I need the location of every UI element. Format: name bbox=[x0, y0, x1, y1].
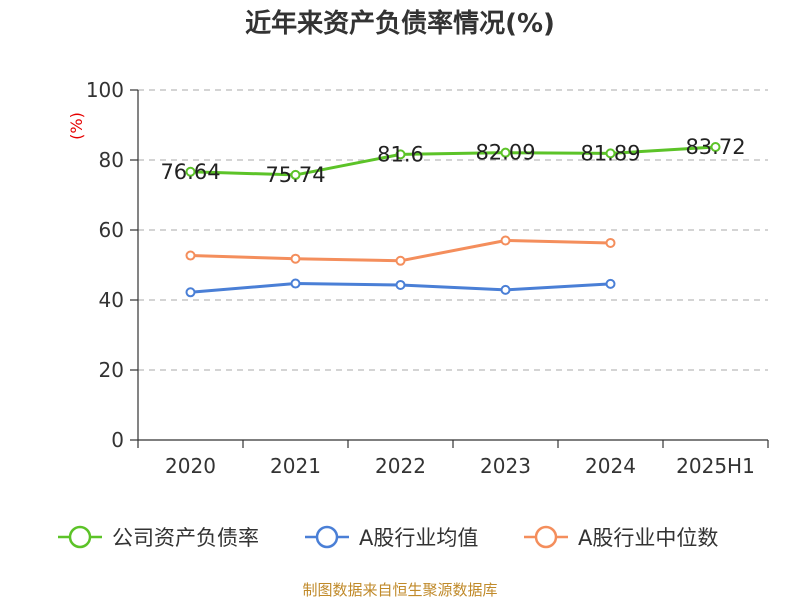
x-tick-label: 2022 bbox=[375, 454, 426, 478]
grid-lines bbox=[138, 89, 768, 371]
x-tick-label: 2025H1 bbox=[676, 454, 755, 478]
x-tick-labels: 2020 2021 2022 2023 2024 2025H1 bbox=[165, 454, 755, 478]
legend-marker bbox=[68, 525, 92, 549]
y-tick-label: 40 bbox=[99, 288, 124, 312]
chart-title: 近年来资产负债率情况(%) bbox=[245, 8, 555, 39]
data-point bbox=[605, 278, 616, 289]
legend-label: A股行业均值 bbox=[359, 526, 478, 550]
axes bbox=[130, 89, 769, 448]
y-tick-label: 80 bbox=[99, 148, 124, 172]
data-point bbox=[710, 141, 721, 152]
series-1 bbox=[185, 278, 616, 298]
legend-marker bbox=[534, 525, 558, 549]
data-point bbox=[290, 253, 301, 264]
x-tick-label: 2024 bbox=[585, 454, 636, 478]
source-note: 制图数据来自恒生聚源数据库 bbox=[302, 581, 497, 599]
data-point bbox=[500, 235, 511, 246]
y-tick-label: 0 bbox=[111, 428, 124, 452]
data-point bbox=[605, 148, 616, 159]
series-lines bbox=[185, 141, 721, 298]
data-point bbox=[185, 166, 196, 177]
data-label: 81.6 bbox=[377, 142, 424, 166]
x-tick-label: 2021 bbox=[270, 454, 321, 478]
data-point bbox=[185, 287, 196, 298]
data-point bbox=[290, 169, 301, 180]
data-point bbox=[395, 149, 406, 160]
x-tick-label: 2020 bbox=[165, 454, 216, 478]
legend: 公司资产负债率 A股行业均值 A股行业中位数 bbox=[58, 525, 718, 550]
legend-label: 公司资产负债率 bbox=[112, 526, 259, 550]
data-label: 81.89 bbox=[580, 141, 640, 165]
data-label: 83.72 bbox=[685, 135, 745, 159]
data-point bbox=[395, 279, 406, 290]
legend-item-0: 公司资产负债率 bbox=[58, 525, 259, 550]
data-point bbox=[500, 147, 511, 158]
legend-item-1: A股行业均值 bbox=[305, 525, 478, 550]
x-tick-label: 2023 bbox=[480, 454, 531, 478]
data-point bbox=[605, 237, 616, 248]
data-point bbox=[290, 278, 301, 289]
y-axis-unit: (%) bbox=[67, 112, 86, 140]
y-tick-label: 20 bbox=[99, 358, 124, 382]
legend-marker bbox=[315, 525, 339, 549]
data-label: 75.74 bbox=[265, 163, 325, 187]
y-tick-labels: 0 20 40 60 80 100 bbox=[86, 78, 124, 452]
data-point bbox=[395, 255, 406, 266]
series-2 bbox=[185, 235, 616, 266]
legend-item-2: A股行业中位数 bbox=[524, 525, 718, 550]
legend-label: A股行业中位数 bbox=[578, 526, 718, 550]
y-tick-label: 100 bbox=[86, 78, 124, 102]
data-label: 82.09 bbox=[475, 141, 535, 165]
data-label: 76.64 bbox=[160, 160, 220, 184]
data-labels: 76.64 75.74 81.6 82.09 81.89 83.72 bbox=[160, 135, 745, 187]
data-point bbox=[185, 250, 196, 261]
data-point bbox=[500, 284, 511, 295]
y-tick-label: 60 bbox=[99, 218, 124, 242]
series-0 bbox=[185, 141, 721, 180]
series-line bbox=[190, 145, 716, 177]
